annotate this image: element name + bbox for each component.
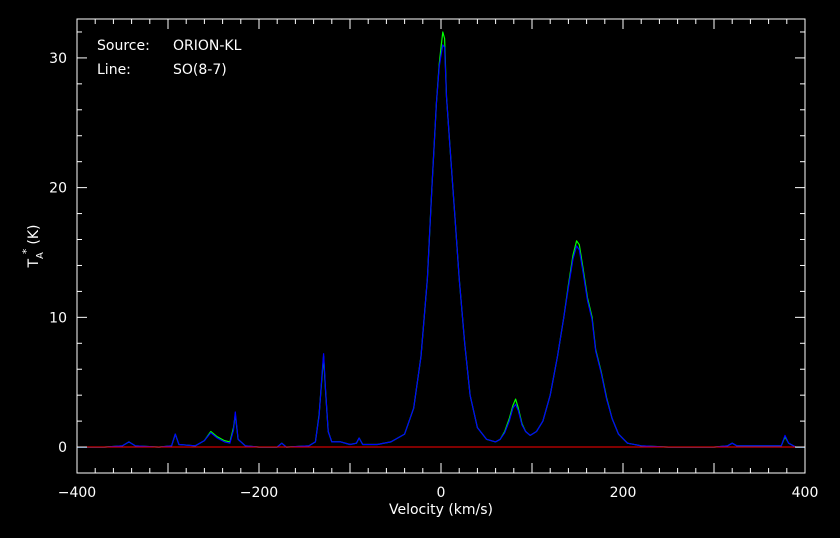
x-tick-label: 0	[437, 485, 446, 501]
y-tick-label: 10	[49, 310, 67, 326]
x-tick-label: −200	[240, 485, 278, 501]
series-line-1	[77, 44, 805, 448]
svg-text:TA*(K): TA* (K)	[20, 224, 46, 268]
annotation-source-key: Source:	[97, 38, 150, 54]
y-tick-label: 0	[58, 440, 67, 456]
x-tick-label: 200	[610, 485, 637, 501]
y-axis-label-main: T	[26, 259, 42, 269]
y-axis-label-sub: A	[35, 252, 46, 259]
plot-layer	[77, 31, 805, 448]
y-tick-label: 20	[49, 181, 67, 197]
axis-ticks	[76, 19, 806, 473]
x-axis-label: Velocity (km/s)	[389, 502, 493, 518]
x-tick-label: 400	[792, 485, 819, 501]
x-tick-label: −400	[58, 485, 96, 501]
y-axis-label: TA* (K)	[20, 224, 46, 268]
annotation-line-value: SO(8-7)	[173, 62, 227, 78]
annotation-source-value: ORION-KL	[173, 38, 242, 54]
annotation-line-key: Line:	[97, 62, 131, 78]
y-axis-label-unit: (K)	[26, 224, 42, 244]
y-axis-label-sup: *	[20, 248, 33, 254]
y-tick-label: 30	[49, 51, 67, 67]
axis-tick-labels: −400 −200 0 200 400 0 10 20 30	[49, 51, 818, 501]
